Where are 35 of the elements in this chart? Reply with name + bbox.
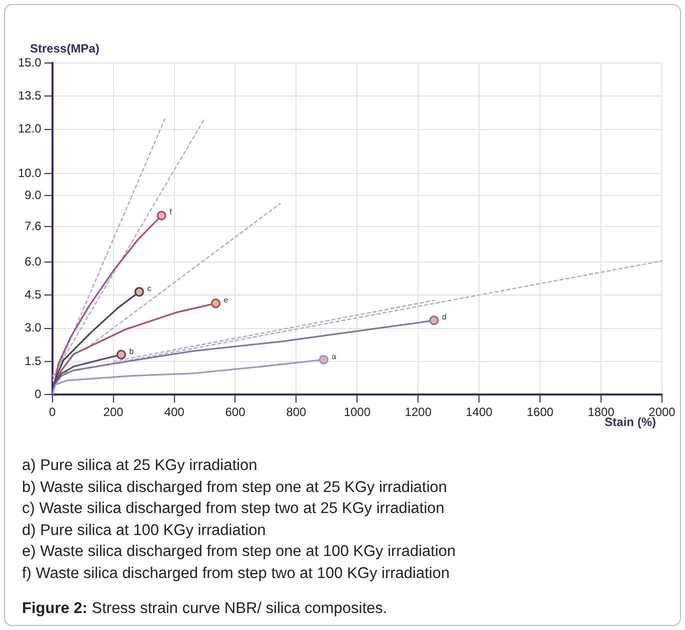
x-tick-label: 200 xyxy=(103,405,124,420)
series-label: d xyxy=(442,312,446,322)
y-tick-label: 9.0 xyxy=(24,188,42,202)
text: e) Waste silica discharged from step one at 100 KGy irradiation xyxy=(22,542,456,562)
x-tick-label: 1400 xyxy=(466,405,493,420)
text: f) Waste silica discharged from step two at 100 KGy irradiation xyxy=(22,564,451,584)
series-label: c xyxy=(147,284,152,294)
text: b) Waste silica discharged from step one at 25 KGy irradiation xyxy=(22,478,448,498)
text: a) Pure silica at 25 KGy irradiation xyxy=(22,456,258,476)
y-tick-label: 4.5 xyxy=(24,287,42,302)
caption: Figure 2: Stress strain curve NBR/ silica composites. xyxy=(22,599,388,619)
y-tick-label: 6.0 xyxy=(24,254,42,268)
series-label: a xyxy=(332,352,337,361)
text: c) Waste silica discharged from step two at 25 KGy irradiation xyxy=(22,499,446,519)
x-tick-label: 800 xyxy=(286,405,307,420)
text: d) Pure silica at 100 KGy irradiation xyxy=(22,520,267,540)
x-tick-label: 1200 xyxy=(404,405,432,420)
x-tick-label: 600 xyxy=(225,405,246,420)
x-tick-label: 1600 xyxy=(526,405,554,420)
x-tick-label: 1000 xyxy=(344,405,371,420)
y-tick-label: 0 xyxy=(34,386,42,401)
y-axis-title: Stress(MPa) xyxy=(30,41,100,56)
series-label: f xyxy=(169,208,172,217)
y-tick-label: 7.6 xyxy=(24,218,42,233)
x-tick-label: 400 xyxy=(164,405,185,420)
y-tick-label: 10.0 xyxy=(18,166,42,180)
y-tick-label: 3.0 xyxy=(24,320,42,335)
y-tick-label: 13.5 xyxy=(18,88,42,102)
y-tick-label: 1.5 xyxy=(24,354,42,368)
y-tick-label: 15.0 xyxy=(18,55,42,70)
series-label: b xyxy=(129,346,134,356)
series-label: e xyxy=(224,296,229,305)
x-tick-label: 0 xyxy=(49,405,56,420)
x-axis-title: Stain (%) xyxy=(604,414,656,429)
y-tick-label: 12.0 xyxy=(18,122,42,136)
